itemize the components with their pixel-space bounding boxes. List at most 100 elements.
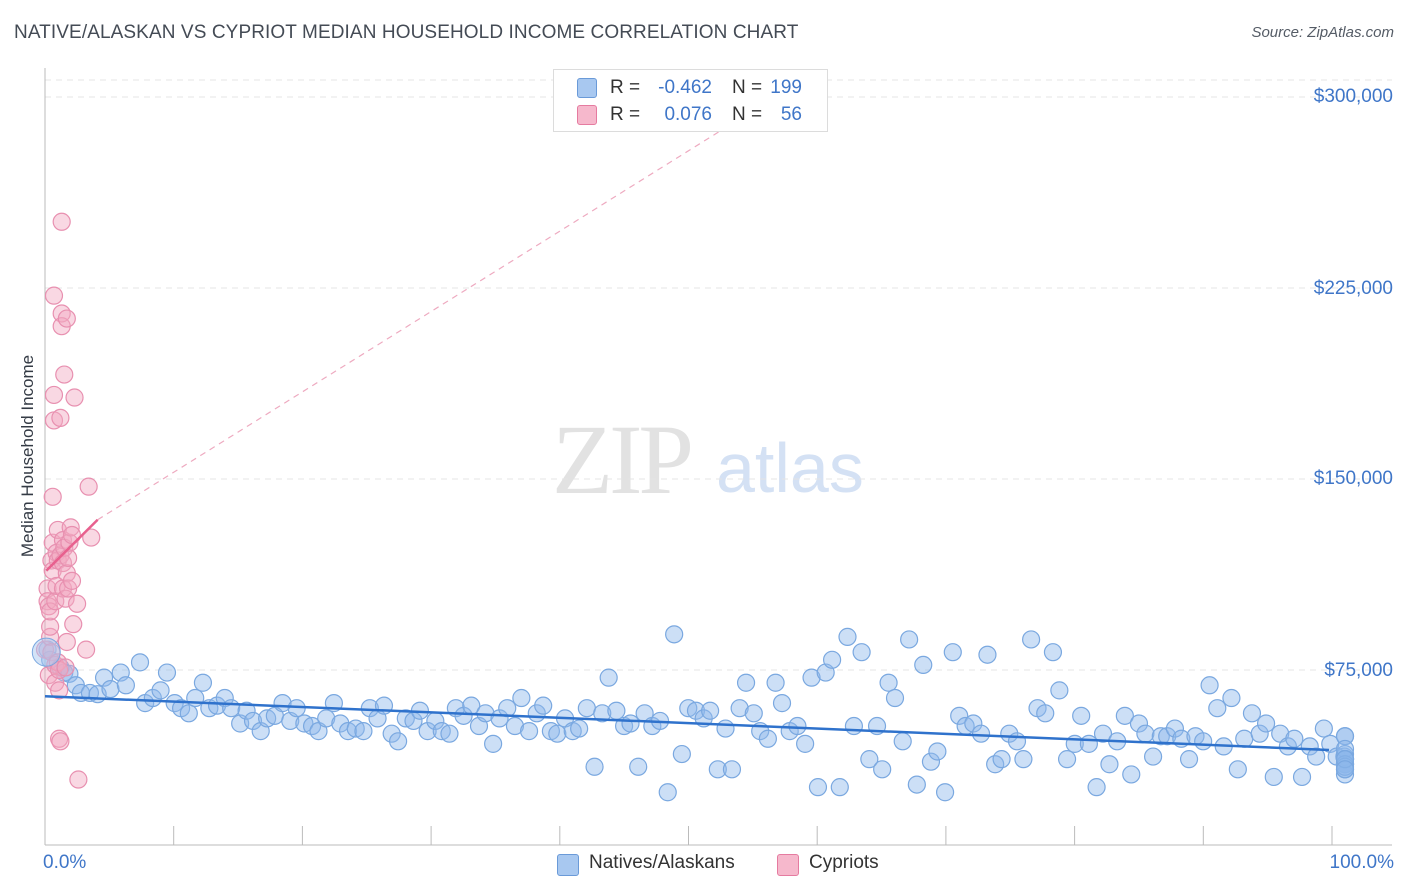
cypriots-point <box>43 487 62 506</box>
natives-point <box>879 673 898 692</box>
natives-point <box>94 668 114 687</box>
x-tick-label-min: 0.0% <box>43 852 87 873</box>
natives-point <box>1307 747 1326 766</box>
natives-point <box>1208 699 1227 718</box>
natives-point <box>1115 706 1134 725</box>
natives-point <box>893 732 912 751</box>
natives-point <box>1278 737 1298 756</box>
natives-point <box>1314 719 1333 738</box>
natives-point <box>1043 643 1063 662</box>
natives-point <box>237 701 256 720</box>
r-label: R = <box>610 104 641 125</box>
natives-point <box>722 760 742 779</box>
cypriots-point <box>41 602 60 621</box>
natives-point <box>860 750 879 769</box>
natives-point <box>852 643 871 662</box>
cypriots-point <box>65 388 84 407</box>
natives-point <box>215 688 234 708</box>
natives-point <box>354 722 373 741</box>
natives-point <box>1057 750 1077 769</box>
y-tick-label: $75,000 <box>1324 660 1393 681</box>
natives-point <box>607 701 626 720</box>
natives-point <box>1194 732 1213 751</box>
source-label: Source: ZipAtlas.com <box>1251 24 1394 41</box>
n-value: 56 <box>780 104 802 125</box>
natives-point <box>143 688 162 708</box>
natives-point <box>1122 765 1141 784</box>
natives-point <box>1036 704 1055 723</box>
natives-point <box>505 716 525 736</box>
cypriots-swatch <box>577 105 597 125</box>
natives-point <box>736 673 756 692</box>
natives-point <box>665 625 684 644</box>
natives-point <box>658 783 677 802</box>
natives-point <box>1242 704 1262 723</box>
natives-swatch <box>577 78 597 98</box>
cypriots-point <box>76 640 96 659</box>
natives-point <box>964 714 983 733</box>
natives-point <box>1014 750 1033 769</box>
natives-point <box>629 757 648 776</box>
n-label: N = <box>732 77 763 98</box>
legend-row-cypriots: R = 0.076 N = 56 <box>554 101 827 127</box>
natives-point <box>1072 706 1091 725</box>
cypriots-point <box>64 615 83 634</box>
natives-point <box>1300 737 1319 756</box>
natives-point <box>971 724 991 743</box>
natives-point <box>484 734 503 753</box>
natives-point <box>101 679 120 699</box>
cypriots-point <box>56 658 75 677</box>
natives-point <box>130 653 150 672</box>
natives-point <box>1007 732 1027 751</box>
natives-point <box>116 676 135 695</box>
cypriots-point <box>79 477 98 496</box>
natives-point <box>1235 729 1254 748</box>
n-value: 199 <box>770 77 802 98</box>
natives-point <box>1050 681 1069 700</box>
natives-point <box>1264 767 1283 787</box>
natives-point <box>317 709 336 728</box>
natives-point <box>873 760 892 779</box>
y-tick-label: $225,000 <box>1313 278 1393 299</box>
cypriots-point <box>50 681 69 700</box>
natives-point <box>179 704 198 723</box>
natives-point <box>844 716 864 736</box>
cypriots-point <box>57 632 76 652</box>
natives-point <box>928 742 947 761</box>
cypriots-trend-extension <box>97 71 816 521</box>
natives-point <box>716 719 735 738</box>
r-value: 0.076 <box>664 104 712 125</box>
natives-point <box>360 699 379 718</box>
natives-point <box>1129 714 1149 733</box>
legend-row-natives: R = -0.462 N = 199 <box>554 74 827 100</box>
natives-point <box>454 706 473 725</box>
cypriots-point <box>43 561 62 580</box>
natives-point <box>822 650 842 669</box>
natives-point <box>766 673 785 692</box>
correlation-legend: R = -0.462 N = 199 R = 0.076 N = 56 <box>553 69 828 132</box>
natives-trend-line <box>44 694 1330 752</box>
natives-point <box>1228 760 1247 779</box>
natives-point <box>593 704 612 723</box>
natives-point <box>788 716 807 736</box>
natives-point <box>744 704 763 723</box>
natives-point <box>1200 676 1219 695</box>
cypriots-point <box>44 385 64 405</box>
natives-point <box>519 722 539 741</box>
natives-point <box>1250 724 1269 743</box>
natives-point <box>1158 727 1177 746</box>
natives-point <box>1143 747 1163 766</box>
natives-point <box>585 757 604 776</box>
chart-title: NATIVE/ALASKAN VS CYPRIOT MEDIAN HOUSEHO… <box>14 22 799 43</box>
natives-point <box>772 694 792 713</box>
natives-point <box>885 688 905 708</box>
natives-point <box>708 760 727 779</box>
natives-legend-label: Natives/Alaskans <box>589 852 735 873</box>
natives-point <box>157 663 177 682</box>
natives-point <box>1079 734 1098 753</box>
natives-point <box>1179 750 1199 769</box>
cypriots-point <box>82 528 101 547</box>
natives-legend-swatch <box>557 854 579 876</box>
natives-point <box>440 724 459 743</box>
